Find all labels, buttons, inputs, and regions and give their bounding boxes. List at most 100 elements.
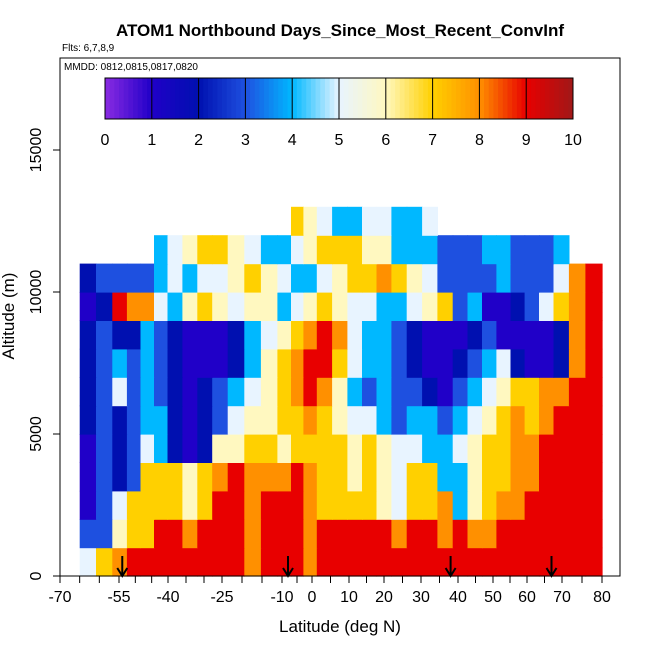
heatmap-cell	[510, 292, 526, 321]
colorbar-swatch	[137, 78, 143, 119]
heatmap-cell	[291, 434, 304, 463]
heatmap-cell	[332, 434, 348, 463]
heatmap-cell	[112, 292, 128, 321]
heatmap-cell	[167, 434, 183, 463]
heatmap-cell	[140, 263, 155, 293]
colorbar-swatch	[460, 78, 466, 119]
heatmap-cell	[585, 405, 603, 435]
heatmap-cell	[437, 462, 454, 492]
heatmap-cell	[496, 377, 512, 407]
heatmap-cell	[182, 405, 198, 435]
heatmap-cell	[244, 434, 262, 463]
heatmap-cell	[467, 490, 483, 520]
y-axis-label: Altitude (m)	[0, 273, 18, 360]
colorbar-tick-label: 1	[147, 132, 156, 149]
colorbar-swatch	[310, 78, 317, 119]
heatmap-cell	[167, 462, 183, 492]
heatmap-cell	[553, 490, 570, 520]
heatmap-cell	[553, 320, 570, 350]
heatmap-cell	[227, 547, 245, 577]
heatmap-cell	[568, 263, 587, 293]
colorbar-swatch	[296, 78, 303, 119]
colorbar-swatch	[470, 78, 476, 119]
colorbar-swatch	[432, 78, 438, 119]
heatmap-cell	[140, 377, 155, 407]
heatmap-cell	[303, 434, 318, 463]
heatmap-cell	[510, 405, 526, 435]
heatmap-cell	[212, 377, 229, 407]
heatmap-cell	[182, 263, 198, 293]
colorbar-swatch	[367, 78, 373, 119]
heatmap-cell	[112, 405, 128, 435]
heatmap-cell	[347, 490, 363, 520]
colorbar-swatch	[451, 78, 457, 119]
heatmap-cell	[585, 490, 603, 520]
colorbar-swatch	[207, 78, 214, 119]
heatmap-cell	[96, 462, 113, 492]
colorbar-swatch	[484, 78, 490, 119]
heatmap-cell	[277, 348, 292, 378]
heatmap-cell	[347, 405, 363, 435]
heatmap-cell	[362, 292, 378, 321]
heatmap-cell	[553, 405, 570, 435]
heatmap-cell	[212, 320, 229, 350]
heatmap-cell	[316, 462, 333, 492]
heatmap-cell	[376, 292, 392, 321]
heatmap-cell	[197, 434, 213, 463]
heatmap-cell	[316, 263, 333, 293]
heatmap-cell	[568, 434, 587, 463]
colorbar-swatch	[189, 78, 195, 119]
x-tick-label: 60	[518, 589, 536, 606]
heatmap-cell	[212, 263, 229, 293]
colorbar-swatch	[465, 78, 471, 119]
heatmap-cell	[568, 320, 587, 350]
colorbar-swatch	[512, 78, 518, 119]
heatmap-cell	[167, 263, 183, 293]
x-tick-label: 20	[375, 589, 393, 606]
colorbar-swatch	[231, 78, 237, 119]
heatmap-cell	[291, 462, 304, 492]
y-tick-label: 5000	[28, 416, 45, 452]
heatmap-cell	[391, 320, 408, 350]
heatmap-cell	[362, 405, 378, 435]
heatmap-cell	[79, 547, 97, 577]
heatmap-cell	[332, 348, 348, 378]
heatmap-cell	[79, 320, 97, 350]
heatmap-cell	[332, 490, 348, 520]
colorbar-swatch	[292, 78, 298, 119]
heatmap-cell	[585, 547, 603, 577]
heatmap-cell	[496, 434, 512, 463]
heatmap-cell	[332, 377, 348, 407]
heatmap-cell	[437, 377, 454, 407]
heatmap-cell	[524, 462, 540, 492]
colorbar-swatch	[301, 78, 307, 119]
heatmap-cell	[496, 320, 512, 350]
heatmap-cell	[260, 490, 279, 520]
heatmap-cell	[362, 519, 378, 549]
heatmap-cell	[391, 263, 408, 293]
heatmap-cell	[347, 519, 363, 549]
heatmap-cell	[376, 377, 392, 407]
heatmap-cell	[539, 377, 555, 407]
heatmap-cell	[79, 348, 97, 378]
x-tick-label: -70	[48, 589, 71, 606]
heatmap-cell	[406, 292, 423, 321]
heatmap-cell	[467, 377, 483, 407]
heatmap-cell	[376, 405, 392, 435]
heatmap-cell	[79, 263, 97, 293]
heatmap-cell	[524, 490, 540, 520]
colorbar-tick-label: 2	[194, 132, 203, 149]
heatmap-cell	[126, 405, 141, 435]
heatmap-cell	[496, 348, 512, 378]
heatmap-cell	[167, 490, 183, 520]
heatmap-cell	[553, 519, 570, 549]
heatmap-cell	[347, 263, 363, 293]
x-tick-label: 0	[308, 589, 317, 606]
heatmap-cell	[347, 206, 363, 236]
heatmap-cell	[347, 462, 363, 492]
heatmap-cell	[260, 434, 279, 463]
heatmap-cell	[422, 434, 438, 463]
heatmap-cell	[154, 547, 169, 577]
heatmap-cell	[406, 235, 423, 265]
heatmap-cell	[524, 405, 540, 435]
